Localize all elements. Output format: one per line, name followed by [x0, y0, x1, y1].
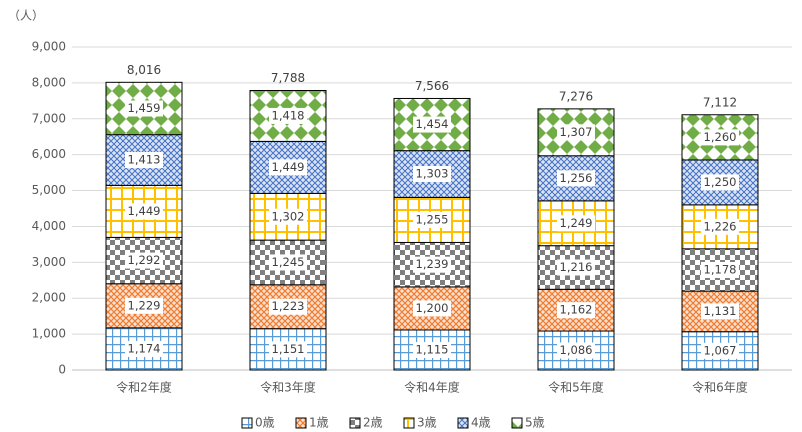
legend-swatch [295, 417, 307, 429]
value-label: 1,151 [272, 342, 305, 356]
value-label-bg [413, 116, 451, 133]
x-tick-label: 令和4年度 [404, 380, 460, 395]
total-label: 7,112 [703, 95, 737, 109]
value-label: 1,229 [128, 298, 161, 312]
value-label-bg [413, 211, 451, 228]
value-label-bg [701, 342, 739, 359]
value-label: 1,454 [416, 117, 449, 131]
value-label: 1,256 [560, 171, 593, 185]
legend-swatch [511, 417, 523, 429]
value-label-bg [269, 208, 307, 225]
y-tick-label: 6,000 [32, 147, 66, 161]
value-label-bg [413, 300, 451, 317]
value-label: 1,250 [704, 175, 737, 189]
y-tick-label: 5,000 [32, 183, 66, 197]
legend-label: 3歳 [417, 416, 437, 430]
value-label-bg [701, 129, 739, 146]
value-label: 1,216 [560, 260, 593, 274]
value-label-bg [557, 259, 595, 276]
value-label-bg [557, 302, 595, 319]
legend-label: 5歳 [525, 416, 545, 430]
value-label: 1,200 [416, 301, 449, 315]
y-tick-label: 0 [58, 363, 66, 377]
y-tick-label: 8,000 [32, 75, 66, 89]
value-label: 1,303 [416, 167, 449, 181]
y-tick-label: 4,000 [32, 219, 66, 233]
x-tick-label: 令和5年度 [548, 380, 604, 395]
value-label-bg [701, 303, 739, 320]
y-tick-label: 2,000 [32, 291, 66, 305]
total-label: 7,276 [559, 89, 593, 103]
value-label: 1,226 [704, 219, 737, 233]
total-label: 7,566 [415, 79, 449, 93]
x-tick-label: 令和3年度 [260, 380, 316, 395]
value-label: 1,255 [416, 212, 449, 226]
legend-swatch [403, 417, 415, 429]
value-label-bg [557, 170, 595, 187]
legend-label: 2歳 [363, 416, 383, 430]
legend-swatch [457, 417, 469, 429]
value-label-bg [557, 215, 595, 232]
value-label-bg [125, 297, 163, 314]
value-label-bg [269, 298, 307, 315]
value-label-bg [557, 124, 595, 141]
value-label-bg [269, 107, 307, 124]
value-label: 1,260 [704, 130, 737, 144]
legend-label: 4歳 [471, 416, 491, 430]
value-label-bg [413, 166, 451, 183]
legend-label: 0歳 [255, 416, 275, 430]
value-label: 1,115 [416, 342, 449, 356]
value-label-bg [557, 342, 595, 359]
legend-swatch [349, 417, 361, 429]
total-label: 7,788 [271, 71, 305, 85]
value-label: 1,459 [128, 101, 161, 115]
value-label: 1,086 [560, 343, 593, 357]
value-label-bg [701, 174, 739, 191]
bar-segment [537, 330, 615, 371]
value-label-bg [269, 341, 307, 358]
y-tick-label: 9,000 [32, 40, 66, 54]
value-label-bg [125, 152, 163, 169]
value-label-bg [413, 341, 451, 358]
total-label: 8,016 [127, 63, 161, 77]
value-label-bg [125, 252, 163, 269]
legend-label: 1歳 [309, 416, 329, 430]
value-label: 1,449 [128, 204, 161, 218]
value-label: 1,178 [704, 262, 737, 276]
value-label: 1,067 [704, 343, 737, 357]
value-label-bg [269, 254, 307, 271]
value-label-bg [701, 261, 739, 278]
value-label: 1,307 [560, 125, 593, 139]
value-label-bg [125, 340, 163, 357]
value-label-bg [125, 100, 163, 117]
value-label: 1,131 [704, 304, 737, 318]
value-label: 1,223 [272, 299, 305, 313]
x-tick-label: 令和6年度 [692, 380, 748, 395]
value-label-bg [125, 203, 163, 220]
value-label: 1,418 [272, 108, 305, 122]
y-tick-label: 1,000 [32, 327, 66, 341]
value-label-bg [701, 218, 739, 235]
y-unit-label: （人） [8, 9, 44, 23]
y-tick-label: 3,000 [32, 255, 66, 269]
legend-swatch [241, 417, 253, 429]
value-label: 1,249 [560, 216, 593, 230]
value-label-bg [269, 159, 307, 176]
value-label: 1,245 [272, 255, 305, 269]
value-label: 1,413 [128, 153, 161, 167]
value-label: 1,239 [416, 257, 449, 271]
value-label-bg [413, 256, 451, 273]
value-label: 1,449 [272, 160, 305, 174]
value-label: 1,292 [128, 253, 161, 267]
value-label: 1,162 [560, 303, 593, 317]
y-tick-label: 7,000 [32, 111, 66, 125]
x-tick-label: 令和2年度 [116, 380, 172, 395]
value-label: 1,174 [128, 341, 161, 355]
value-label: 1,302 [272, 209, 305, 223]
